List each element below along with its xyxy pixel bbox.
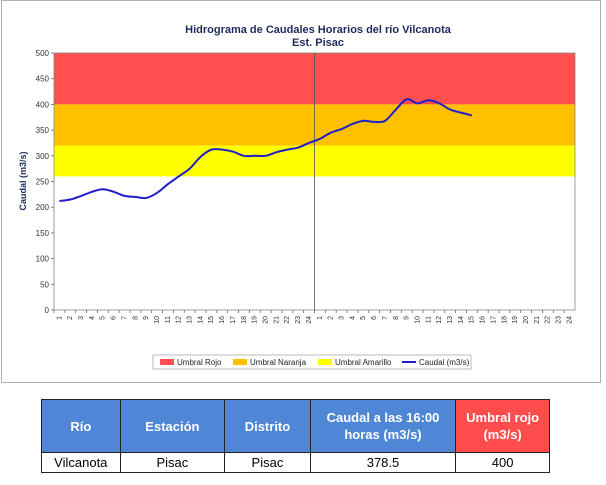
x-tick-label: 4: [349, 316, 356, 320]
x-tick-label: 18: [241, 316, 248, 324]
x-tick-label: 10: [414, 316, 421, 324]
x-tick-label: 21: [273, 316, 280, 324]
x-tick-label: 12: [436, 316, 443, 324]
chart-frame: Hidrograma de Caudales Horarios del río …: [1, 0, 601, 383]
x-tick-label: 20: [263, 316, 270, 324]
x-tick-label: 4: [89, 316, 96, 320]
x-tick-label: 22: [284, 316, 291, 324]
legend-label-umbral-rojo: Umbral Rojo: [177, 358, 222, 367]
x-tick-label: 12: [176, 316, 183, 324]
y-tick-label: 400: [36, 100, 50, 109]
x-tick-label: 5: [100, 316, 107, 320]
legend-box: [152, 354, 472, 370]
x-tick-label: 13: [187, 316, 194, 324]
x-tick-label: 19: [512, 316, 519, 324]
x-tick-label: 9: [404, 316, 411, 320]
x-tick-label: 7: [382, 316, 389, 320]
x-tick-label: 5: [360, 316, 367, 320]
header-distrito: Distrito: [224, 399, 311, 453]
x-tick-label: 9: [143, 316, 150, 320]
x-tick-label: 23: [295, 316, 302, 324]
table-row: Vilcanota Pisac Pisac 378.5 400: [41, 452, 550, 473]
chart-title: Hidrograma de Caudales Horarios del río …: [185, 24, 452, 36]
cell-caudal: 378.5: [309, 452, 457, 473]
x-tick-label: 6: [111, 316, 118, 320]
x-tick-label: 22: [545, 316, 552, 324]
y-tick-label: 250: [36, 178, 50, 187]
cell-distrito: Pisac: [224, 452, 311, 473]
y-tick-label: 350: [36, 126, 50, 135]
x-tick-label: 8: [393, 316, 400, 320]
x-tick-label: 11: [165, 316, 172, 323]
header-estacion: Estación: [119, 399, 226, 453]
x-tick-label: 17: [490, 316, 497, 324]
x-tick-label: 15: [469, 316, 476, 324]
x-tick-label: 15: [208, 316, 215, 324]
y-tick-label: 0: [45, 306, 50, 315]
x-tick-label: 16: [219, 316, 226, 324]
cell-umbral-rojo: 400: [455, 452, 550, 473]
legend-swatch-umbral-rojo: [160, 359, 174, 365]
header-rio: Río: [41, 399, 121, 453]
y-axis-label: Caudal (m3/s): [18, 151, 28, 210]
x-tick-label: 1: [56, 316, 63, 320]
x-tick-label: 23: [556, 316, 563, 324]
y-tick-label: 300: [36, 152, 50, 161]
chart-legend: Umbral Rojo Umbral Naranja Umbral Amarillo…: [152, 354, 472, 370]
cell-rio: Vilcanota: [41, 452, 121, 473]
y-tick-label: 200: [36, 203, 50, 212]
legend-label-umbral-naranja: Umbral Naranja: [250, 358, 307, 367]
legend-swatch-umbral-amarillo: [318, 359, 332, 365]
header-umbral-rojo: Umbral rojo (m3/s): [455, 399, 550, 453]
x-tick-label: 16: [480, 316, 487, 324]
chart-subtitle: Est. Pisac: [292, 37, 344, 49]
header-caudal: Caudal a las 16:00 horas (m3/s): [309, 399, 457, 453]
x-tick-label: 18: [501, 316, 508, 324]
x-tick-label: 3: [78, 316, 85, 320]
x-tick-label: 6: [371, 316, 378, 320]
table-header-row: Río Estación Distrito Caudal a las 16:00…: [41, 399, 550, 453]
x-tick-label: 13: [447, 316, 454, 324]
legend-swatch-umbral-naranja: [233, 359, 247, 365]
y-tick-label: 450: [36, 75, 50, 84]
x-tick-label: 10: [154, 316, 161, 324]
x-tick-label: 1: [317, 316, 324, 320]
x-tick-label: 24: [306, 316, 313, 324]
summary-table: Río Estación Distrito Caudal a las 16:00…: [41, 399, 550, 473]
x-tick-label: 7: [121, 316, 128, 320]
x-tick-label: 19: [252, 316, 259, 324]
legend-label-caudal-m3-s: Caudal (m3/s): [419, 358, 470, 367]
hydrograph-chart: Hidrograma de Caudales Horarios del río …: [18, 24, 576, 370]
x-tick-label: 24: [566, 316, 573, 324]
x-tick-label: 8: [132, 316, 139, 320]
y-tick-label: 500: [36, 49, 50, 58]
x-tick-label: 17: [230, 316, 237, 324]
x-tick-label: 21: [534, 316, 541, 324]
x-tick-label: 3: [338, 316, 345, 320]
legend-label-umbral-amarillo: Umbral Amarillo: [335, 358, 392, 367]
x-tick-label: 2: [67, 316, 74, 320]
y-tick-label: 100: [36, 255, 50, 264]
x-tick-label: 20: [523, 316, 530, 324]
x-tick-label: 11: [425, 316, 432, 323]
x-tick-label: 14: [458, 316, 465, 324]
cell-estacion: Pisac: [119, 452, 226, 473]
x-tick-label: 2: [328, 316, 335, 320]
y-tick-label: 150: [36, 229, 50, 238]
y-tick-label: 50: [40, 280, 49, 289]
x-tick-label: 14: [197, 316, 204, 324]
